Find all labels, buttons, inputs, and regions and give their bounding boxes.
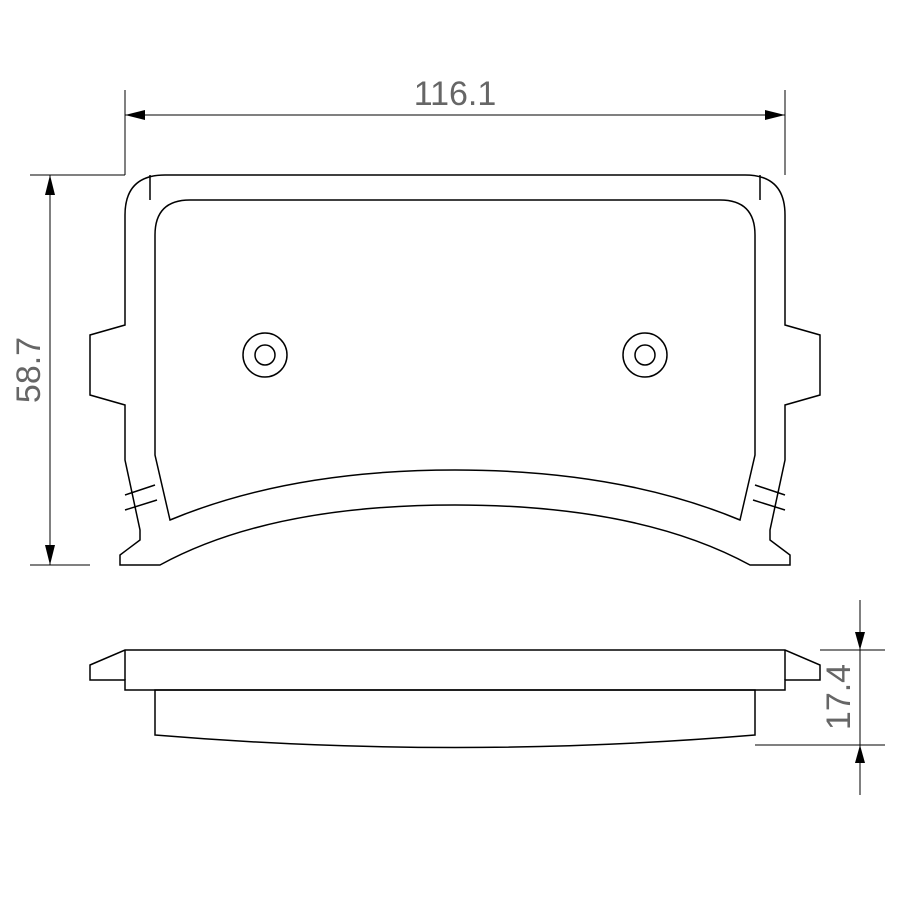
dimension-thickness: 17.4 [755,600,885,795]
dimension-height: 58.7 [10,175,125,565]
dimension-width-value: 116.1 [414,75,497,113]
dimension-thickness-value: 17.4 [820,664,858,730]
side-view [90,650,820,748]
technical-drawing-svg: 116.1 58.7 [0,0,910,910]
front-view [90,175,820,565]
dimension-height-value: 58.7 [10,337,48,403]
drawing-canvas: 116.1 58.7 [0,0,910,910]
dimension-width: 116.1 [125,75,785,175]
